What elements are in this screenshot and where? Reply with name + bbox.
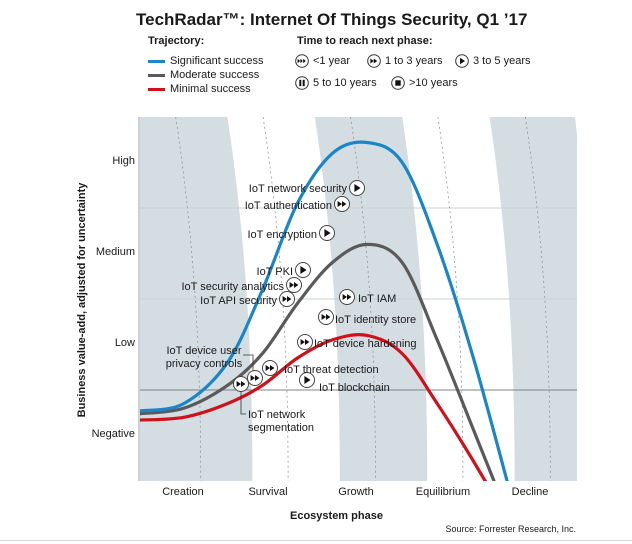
tech-label-iot-encryption: IoT encryption [247,229,317,241]
double-forward-icon [286,277,302,293]
tech-label-iot-device-user-privacy-controls-line2: privacy controls [166,358,243,370]
tech-label-iot-authentication: IoT authentication [245,200,332,212]
tech-label-iot-iam: IoT IAM [358,293,396,305]
double-forward-icon [279,291,295,307]
legend-swatch-red [148,87,165,91]
play-icon [455,54,469,68]
double-forward-glyph [321,314,331,320]
play-glyph [300,266,307,274]
legend-label: >10 years [409,77,458,89]
double-forward-icon [334,196,350,212]
double-forward-glyph [342,294,352,300]
play-icon [349,180,365,196]
double-forward-glyph [265,365,275,371]
y-tick-medium: Medium [95,246,135,258]
tech-label-iot-api-security: IoT API security [200,295,277,307]
technology-markers [233,180,365,392]
trajectory-significant-success [140,140,509,481]
legend-label: Significant success [170,55,264,67]
double-forward-icon [233,376,249,392]
legend-trajectory-minimal: Minimal success [148,83,251,95]
triple-forward-icon [295,54,309,68]
legend-label: 5 to 10 years [313,77,377,89]
tech-label-iot-blockchain: IoT blockchain [319,382,390,394]
double-forward-icon [247,370,263,386]
legend-label: 3 to 5 years [473,55,531,67]
x-tick-decline: Decline [511,486,549,498]
x-axis-title: Ecosystem phase [290,510,383,522]
tech-label-iot-network-security: IoT network security [249,183,348,195]
double-forward-icon [367,54,381,68]
phase-divider-decline [524,116,551,481]
x-tick-survival: Survival [248,486,288,498]
double-forward-icon [297,334,313,350]
legend-time-heading: Time to reach next phase: [297,35,433,47]
legend-time-gt10: >10 years [391,76,458,90]
double-forward-glyph [250,375,260,381]
y-tick-negative: Negative [91,428,135,440]
leader-line [240,391,246,415]
play-glyph [304,376,311,384]
play-icon [299,372,315,388]
chart-title: TechRadar™: Internet Of Things Security,… [136,10,528,29]
leader-lines [240,354,254,415]
double-forward-glyph [337,201,347,207]
legend-label: Moderate success [170,69,260,81]
trajectory-minimal-success [140,333,487,481]
legend-time-5to10: 5 to 10 years [295,76,377,90]
stop-icon [391,76,405,90]
tech-label-iot-device-user-privacy-controls: IoT device user [166,345,241,357]
legend-swatch-blue [148,59,165,63]
y-tick-low: Low [114,337,135,349]
legend-label: Minimal success [170,83,251,95]
legend-trajectory-significant: Significant success [148,55,264,67]
trajectory-curves [140,140,509,481]
gridlines [138,117,577,481]
legend-label: 1 to 3 years [385,55,443,67]
double-forward-glyph [300,339,310,345]
technology-labels: IoT network security IoT authentication Io… [166,183,417,434]
double-forward-glyph [282,296,292,302]
phase-divider-survival [262,116,289,481]
x-tick-creation: Creation [162,486,204,498]
play-glyph [324,229,331,237]
play-icon [295,262,311,278]
tech-label-iot-security-analytics: IoT security analytics [181,281,284,293]
tech-label-iot-network-segmentation-line2: segmentation [248,422,314,434]
trajectory-moderate-success [140,242,496,481]
y-tick-high: High [112,155,135,167]
tech-label-iot-network-segmentation: IoT network [248,409,306,421]
play-glyph [354,184,361,192]
legend-trajectory-moderate: Moderate success [148,69,259,81]
legend-swatch-gray [148,73,165,77]
bottom-divider [0,540,632,541]
legend-time-lt1: <1 year [295,54,350,68]
pause-icon [295,76,309,90]
legend-time-3to5: 3 to 5 years [455,54,530,68]
phase-divider-equilibrium [437,116,464,481]
source-note: Source: Forrester Research, Inc. [445,524,576,534]
double-forward-icon [339,289,355,305]
phase-divider-growth [350,116,376,481]
y-axis-title: Business value-add, adjusted for uncerta… [76,182,88,418]
double-forward-icon [262,360,278,376]
double-forward-icon [318,309,334,325]
double-forward-glyph [236,381,246,387]
x-tick-equilibrium: Equilibrium [415,486,471,498]
x-tick-growth: Growth [338,486,374,498]
legend-time-1to3: 1 to 3 years [367,54,442,68]
tech-label-iot-device-hardening: IoT device hardening [314,338,417,350]
play-icon [319,225,335,241]
legend-trajectory-heading: Trajectory: [148,35,205,47]
legend-label: <1 year [313,55,350,67]
phase-dividers [175,116,551,481]
tech-label-iot-threat-detection: IoT threat detection [284,364,379,376]
double-forward-glyph [289,282,299,288]
tech-label-iot-identity-store: IoT identity store [335,314,416,326]
leader-line [243,354,254,371]
phase-divider-creation [175,116,202,481]
tech-label-iot-pki: IoT PKI [257,266,293,278]
